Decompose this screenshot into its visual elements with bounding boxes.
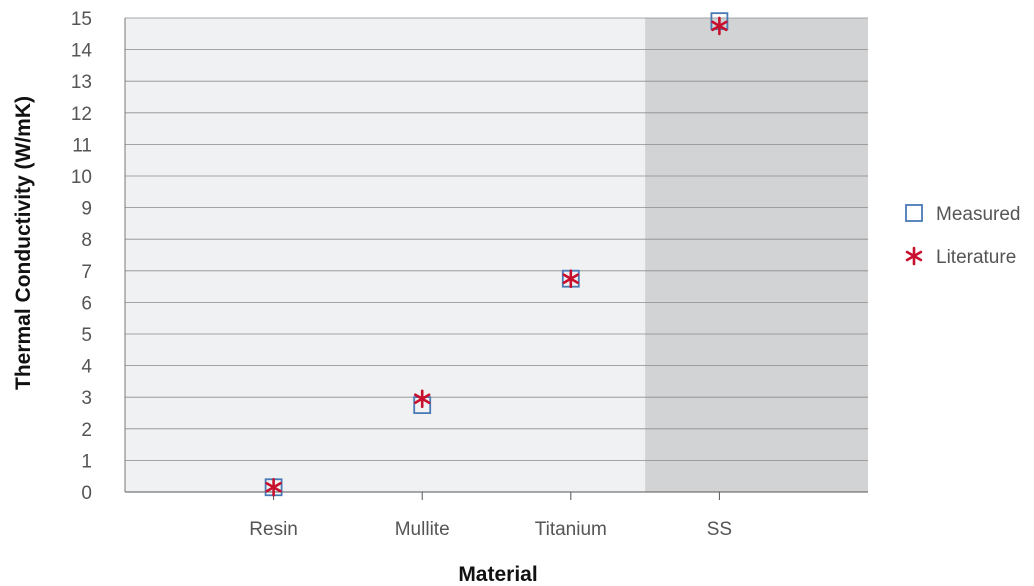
y-tick-label: 6 [81,293,92,314]
legend: Measured Literature [905,204,1021,268]
x-tick-label: Resin [249,519,298,540]
y-tick-label: 5 [81,325,92,346]
x-tick-label: SS [707,519,732,540]
plot-background [125,18,868,492]
y-tick-label: 0 [81,483,92,504]
y-tick-label: 3 [81,388,92,409]
x-axis-title: Material [458,563,537,586]
asterisk-stroke [413,393,431,405]
gridlines [125,17,868,461]
y-tick-label: 8 [81,230,92,251]
y-tick-label: 15 [71,9,92,30]
legend-label-measured: Measured [936,204,1021,225]
asterisk-stroke [265,481,282,493]
literature-point-mullite [413,389,431,409]
y-tick-label: 10 [71,167,92,188]
legend-label-literature: Literature [936,247,1016,268]
y-tick-label: 2 [81,420,92,441]
x-tick-label: Mullite [395,519,450,540]
y-tick-label: 7 [81,262,92,283]
data-marks [264,12,729,497]
x-tick-labels: Resin Mullite Titanium SS [249,519,732,540]
asterisk-stroke [905,250,923,262]
y-tick-label: 14 [71,41,93,62]
asterisk-stroke [562,273,580,285]
legend-marker-literature [905,246,923,266]
y-tick-label: 12 [71,104,92,125]
y-tick-label: 4 [81,357,92,378]
y-tick-label: 11 [72,135,92,156]
y-tick-label: 1 [81,451,92,472]
literature-point-resin [265,477,282,497]
legend-marker-measured [905,204,923,222]
background-band-1 [645,18,868,492]
background-band-0 [125,18,646,492]
y-axis-title: Thermal Conductivity (W/mK) [12,96,35,390]
y-tick-label: 9 [81,199,92,220]
literature-point-titanium [562,269,580,289]
asterisk-stroke [711,20,728,32]
x-tick-label: Titanium [535,519,607,540]
y-tick-label: 13 [71,72,92,93]
literature-point-ss [711,16,728,36]
